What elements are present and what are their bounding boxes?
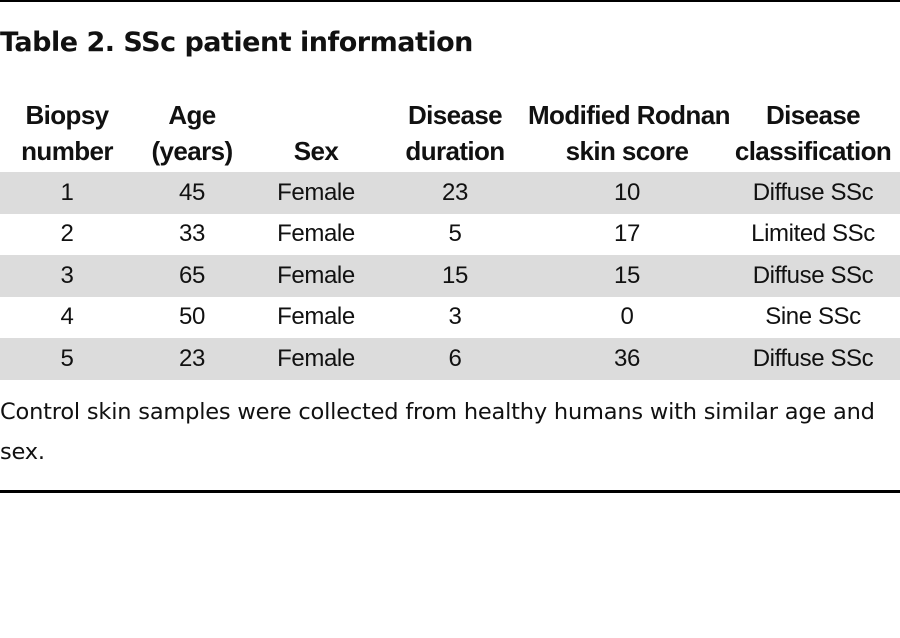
cell-classification: Diffuse SSc [726,172,900,214]
cell-age: 50 [179,303,205,331]
cell-skin-score: 0 [620,303,634,331]
cell-classification: Limited SSc [751,220,875,248]
cell-sex: Female [277,303,355,331]
bottom-rule [0,490,900,493]
table-row: 1 45 Female 23 10 Diffuse SSc [0,172,900,214]
table-row: 5 23 Female 6 36 Diffuse SSc [0,338,900,380]
cell-biopsy-number: 2 [60,220,74,248]
patient-table: Biopsy number Age (years) Sex Disease du… [0,97,900,380]
table-footnote: Control skin samples were collected from… [0,399,875,465]
cell-classification: Sine SSc [765,303,861,331]
cell-biopsy-number: 5 [0,338,134,380]
cell-sex: Female [250,172,382,214]
cell-disease-duration: 6 [382,338,528,380]
cell-biopsy-number: 4 [60,303,74,331]
table-row: 2 33 Female 5 17 Limited SSc [0,214,900,256]
cell-age: 23 [134,338,250,380]
cell-skin-score: 17 [614,220,640,248]
cell-age: 33 [179,220,205,248]
header-biopsy-number: Biopsy number [21,100,113,166]
cell-skin-score: 36 [528,338,726,380]
cell-classification: Diffuse SSc [726,255,900,297]
cell-disease-duration: 3 [448,303,462,331]
table-title: Table 2. SSc patient information [0,27,473,58]
cell-disease-duration: 5 [448,220,462,248]
cell-classification: Diffuse SSc [726,338,900,380]
cell-biopsy-number: 3 [0,255,134,297]
table-row: 3 65 Female 15 15 Diffuse SSc [0,255,900,297]
cell-sex: Female [250,338,382,380]
top-rule [0,0,900,2]
table-header-row: Biopsy number Age (years) Sex Disease du… [0,97,900,172]
table-row: 4 50 Female 3 0 Sine SSc [0,297,900,339]
header-disease-classification: Disease classification [734,100,892,166]
header-skin-score: Modified Rodnan skin score [528,100,730,166]
cell-skin-score: 15 [528,255,726,297]
cell-disease-duration: 15 [382,255,528,297]
cell-skin-score: 10 [528,172,726,214]
cell-age: 45 [134,172,250,214]
cell-disease-duration: 23 [382,172,528,214]
cell-age: 65 [134,255,250,297]
cell-biopsy-number: 1 [0,172,134,214]
header-sex: Sex [293,136,339,166]
cell-sex: Female [250,255,382,297]
header-age: Age (years) [151,100,233,166]
cell-sex: Female [277,220,355,248]
header-disease-duration: Disease duration [405,100,505,166]
